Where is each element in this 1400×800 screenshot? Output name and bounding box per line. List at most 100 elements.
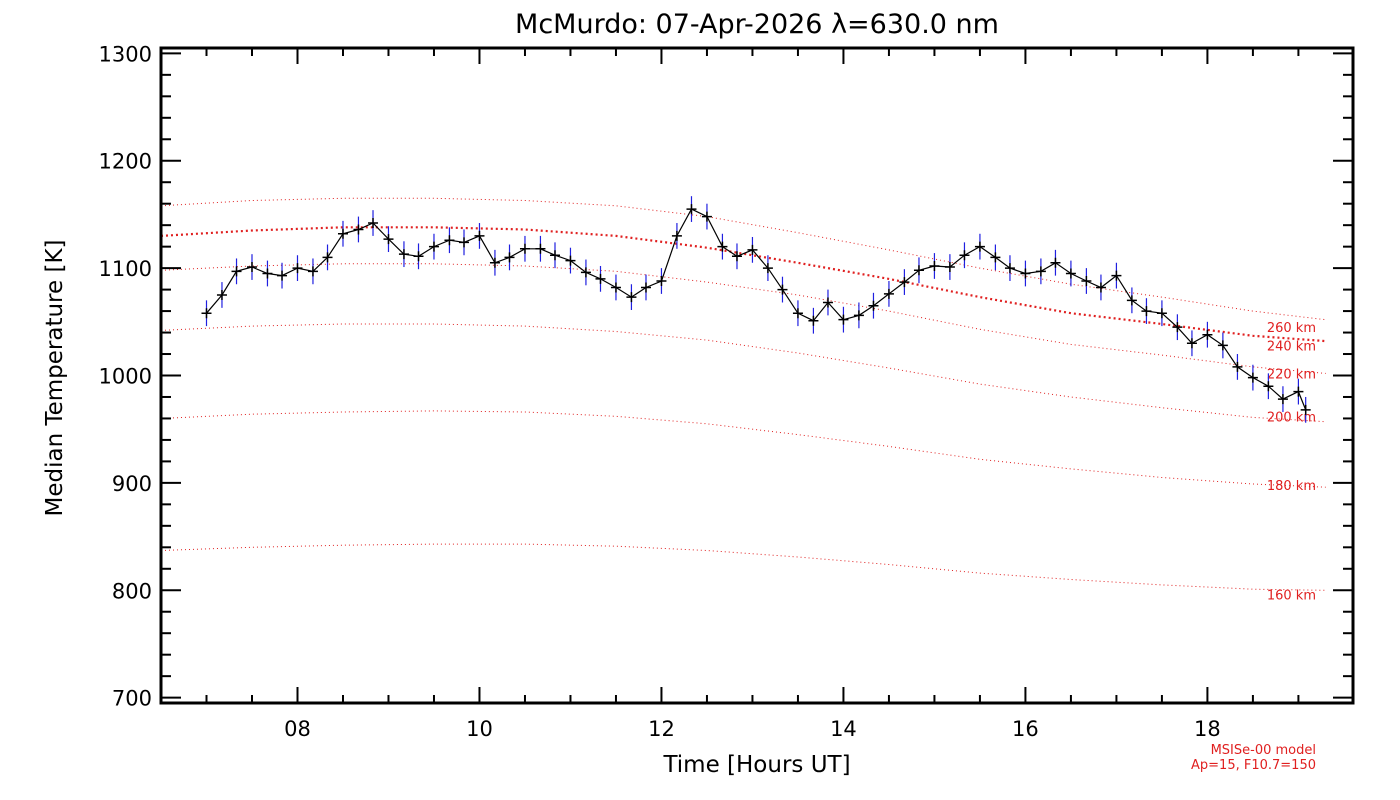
data-point: [656, 276, 667, 287]
x-tick-label: 18: [1194, 717, 1221, 741]
data-point: [838, 314, 849, 325]
data-point: [701, 211, 712, 222]
data-point: [610, 282, 621, 293]
data-point: [640, 282, 651, 293]
data-point: [201, 308, 212, 319]
data-point: [428, 241, 439, 252]
data-point: [383, 234, 394, 245]
y-axis-label: Median Temperature [K]: [42, 240, 68, 517]
data-point: [444, 235, 455, 246]
y-axis-ticks: 700 800 900 1000 1100 1200 1300: [99, 42, 1353, 711]
data-point: [1263, 381, 1274, 392]
data-point: [307, 266, 318, 277]
data-point: [913, 265, 924, 276]
data-point: [1035, 266, 1046, 277]
data-point: [231, 266, 242, 277]
data-point: [686, 204, 697, 215]
data-point: [474, 230, 485, 241]
data-point: [413, 251, 424, 262]
data-point: [1020, 268, 1031, 279]
model-curve-label: 220 km: [1267, 367, 1316, 382]
x-tick-label: 14: [830, 717, 857, 741]
data-point: [747, 244, 758, 255]
data-point: [762, 263, 773, 274]
data-point: [671, 230, 682, 241]
data-point: [1277, 394, 1288, 405]
data-point: [899, 277, 910, 288]
data-point: [1126, 295, 1137, 306]
data-point: [944, 262, 955, 273]
data-point: [1217, 340, 1228, 351]
model-curve-label: 200 km: [1267, 410, 1316, 425]
data-point: [292, 263, 303, 274]
data-point: [595, 273, 606, 284]
data-point: [353, 224, 364, 235]
model-curve: [160, 263, 1326, 374]
model-params-note: Ap=15, F10.7=150: [1191, 758, 1316, 773]
data-point: [1095, 282, 1106, 293]
data-point: [504, 252, 515, 263]
model-curve-label: 160 km: [1267, 589, 1316, 604]
data-point: [868, 300, 879, 311]
model-labels: 260 km 240 km 220 km 200 km 180 km 160 km: [1267, 321, 1316, 603]
model-curve-label: 260 km: [1267, 321, 1316, 336]
data-point: [565, 255, 576, 266]
model-curve-label: 180 km: [1267, 479, 1316, 494]
data-point: [792, 308, 803, 319]
data-point: [1111, 270, 1122, 281]
data-point: [246, 262, 257, 273]
data-point: [822, 297, 833, 308]
data-point: [959, 250, 970, 261]
data-point: [322, 252, 333, 263]
y-tick-label: 1100: [99, 257, 152, 281]
y-tick-label: 900: [112, 472, 152, 496]
model-curve: [160, 410, 1326, 488]
data-point: [1172, 322, 1183, 333]
data-point: [929, 260, 940, 271]
y-tick-label: 1000: [99, 365, 152, 389]
data-point: [990, 252, 1001, 263]
y-tick-label: 1200: [99, 150, 152, 174]
model-name-note: MSISe-00 model: [1211, 743, 1316, 758]
y-tick-label: 800: [112, 579, 152, 603]
data-point: [1293, 386, 1304, 397]
data-point: [808, 315, 819, 326]
x-tick-label: 08: [284, 717, 311, 741]
data-point: [777, 284, 788, 295]
data-point: [519, 243, 530, 254]
data-point: [489, 257, 500, 268]
data-point: [459, 237, 470, 248]
data-markers: [201, 204, 1311, 415]
data-point: [1050, 257, 1061, 268]
data-point: [1004, 263, 1015, 274]
x-axis-label: Time [Hours UT]: [662, 752, 850, 778]
data-point: [1065, 268, 1076, 279]
model-curves: [160, 197, 1326, 591]
data-point: [535, 243, 546, 254]
data-point: [337, 228, 348, 239]
data-point: [883, 288, 894, 299]
data-point: [974, 241, 985, 252]
data-point: [1300, 404, 1311, 415]
data-point: [1186, 338, 1197, 349]
data-point: [1081, 276, 1092, 287]
x-tick-label: 16: [1012, 717, 1039, 741]
data-point: [580, 267, 591, 278]
y-tick-label: 1300: [99, 42, 152, 66]
x-tick-label: 12: [648, 717, 675, 741]
data-point: [1156, 308, 1167, 319]
data-point: [1202, 329, 1213, 340]
model-curve: [160, 323, 1326, 423]
data-point: [1247, 372, 1258, 383]
data-point: [262, 268, 273, 279]
data-point: [626, 292, 637, 303]
y-tick-label: 700: [112, 687, 152, 711]
data-point: [216, 289, 227, 300]
data-point: [853, 310, 864, 321]
x-axis-ticks: 08 10 12 14 16 18: [205, 48, 1300, 741]
data-point: [549, 250, 560, 261]
chart-title: McMurdo: 07-Apr-2026 λ=630.0 nm: [515, 9, 999, 40]
data-point: [277, 270, 288, 281]
